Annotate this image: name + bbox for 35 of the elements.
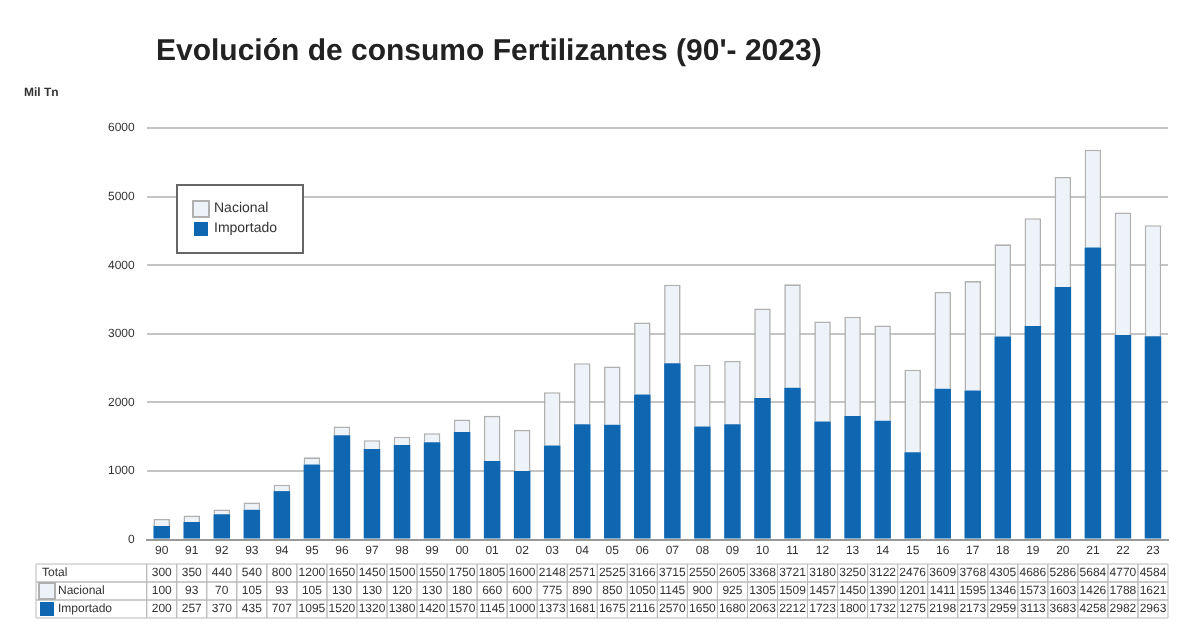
bar: [1024, 326, 1042, 539]
bar: [994, 336, 1012, 539]
bar: [273, 491, 291, 539]
bar: [1054, 286, 1072, 539]
bar: [243, 509, 261, 539]
bar: [453, 431, 471, 539]
bar: [423, 442, 441, 539]
bar: [213, 514, 231, 539]
bar: [724, 424, 741, 539]
bar: [874, 420, 891, 539]
bar: [333, 435, 351, 539]
bar: [543, 445, 561, 539]
bar: [934, 388, 951, 539]
chart-title: Evolución de consumo Fertilizantes (90'- 2023): [154, 31, 824, 71]
bar: [1114, 335, 1132, 539]
bar: [754, 398, 771, 539]
bar: [664, 363, 681, 539]
bar: [1144, 336, 1162, 539]
bar: [814, 421, 831, 539]
bar: [604, 424, 621, 539]
bar: [303, 464, 321, 539]
bar: [844, 416, 861, 539]
bar: [513, 471, 531, 539]
bar: [153, 525, 170, 539]
bar: [393, 444, 411, 539]
bar: [483, 461, 501, 539]
bar: [964, 390, 982, 539]
bar: [784, 387, 801, 539]
bar: [363, 449, 381, 539]
bar: [904, 452, 921, 539]
bar: [573, 424, 591, 539]
bar: [694, 426, 711, 539]
bar: [634, 394, 651, 539]
bar: [183, 521, 201, 539]
bar: [1084, 247, 1102, 539]
